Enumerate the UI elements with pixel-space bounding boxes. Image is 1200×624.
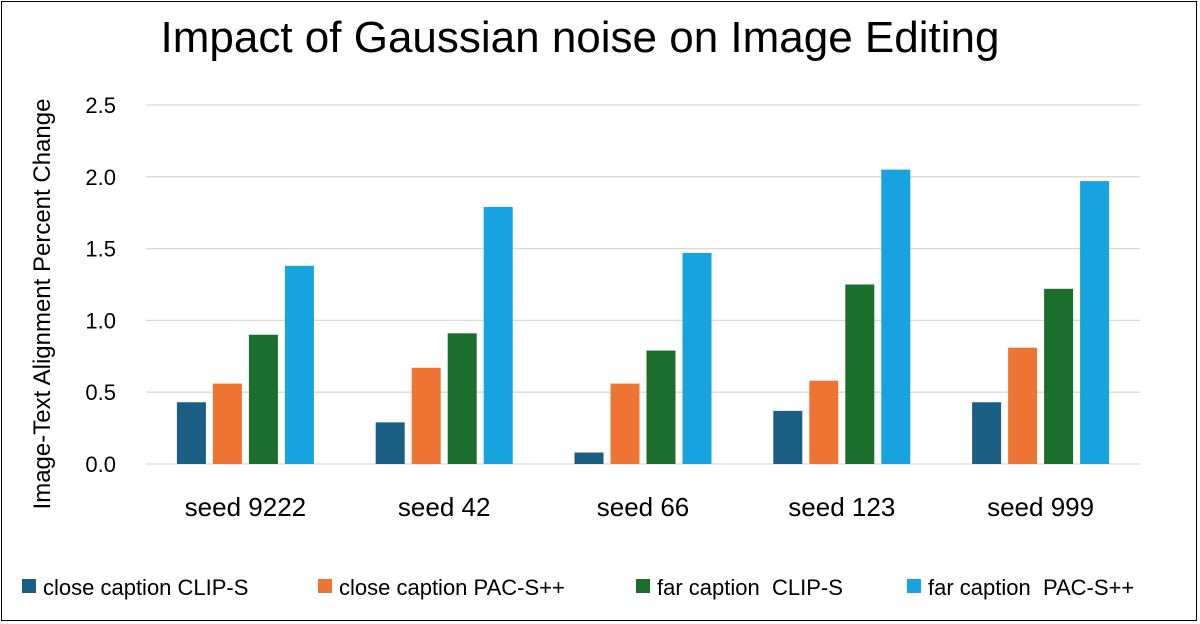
y-tick-labels: 0.0 0.5 1.0 1.5 2.0 2.5: [85, 93, 116, 477]
bar: [881, 169, 911, 464]
y-tick-label: 1.0: [85, 308, 116, 333]
y-tick-label: 1.5: [85, 237, 116, 262]
bar: [248, 334, 278, 464]
bar: [773, 410, 803, 464]
bar: [176, 402, 206, 464]
bar: [972, 402, 1002, 464]
bar: [447, 333, 477, 464]
y-axis-label: Image-Text Alignment Percent Change: [29, 99, 56, 510]
legend: close caption CLIP-S close caption PAC-S+…: [22, 575, 1134, 600]
legend-swatch: [22, 579, 36, 593]
bar: [1008, 347, 1038, 464]
bar: [375, 422, 405, 464]
bar: [809, 380, 839, 464]
x-tick-label: seed 42: [398, 492, 491, 522]
y-tick-label: 0.0: [85, 452, 116, 477]
legend-label: close caption CLIP-S: [43, 575, 248, 600]
x-tick-label: seed 66: [597, 492, 690, 522]
legend-label: far caption PAC-S++: [928, 575, 1134, 600]
bar: [646, 350, 676, 464]
bar: [411, 367, 441, 464]
x-tick-label: seed 123: [788, 492, 895, 522]
x-tick-label: seed 9222: [185, 492, 306, 522]
bars: [176, 169, 1110, 464]
chart-title: Impact of Gaussian noise on Image Editin…: [161, 13, 1000, 62]
legend-label: close caption PAC-S++: [339, 575, 565, 600]
legend-label: far caption CLIP-S: [657, 575, 843, 600]
bar: [284, 265, 314, 464]
y-tick-label: 2.0: [85, 165, 116, 190]
y-tick-label: 2.5: [85, 93, 116, 118]
bar: [682, 252, 712, 464]
bar: [574, 452, 604, 464]
bar: [1044, 288, 1074, 464]
x-tick-labels: seed 9222 seed 42 seed 66 seed 123 seed 999: [185, 492, 1094, 522]
y-tick-label: 0.5: [85, 380, 116, 405]
legend-swatch: [636, 579, 650, 593]
bar: [845, 284, 875, 464]
legend-swatch: [907, 579, 921, 593]
x-tick-label: seed 999: [987, 492, 1094, 522]
legend-swatch: [318, 579, 332, 593]
bar: [212, 383, 242, 464]
bar: [483, 206, 513, 464]
bar: [1080, 181, 1110, 464]
bar: [610, 383, 640, 464]
